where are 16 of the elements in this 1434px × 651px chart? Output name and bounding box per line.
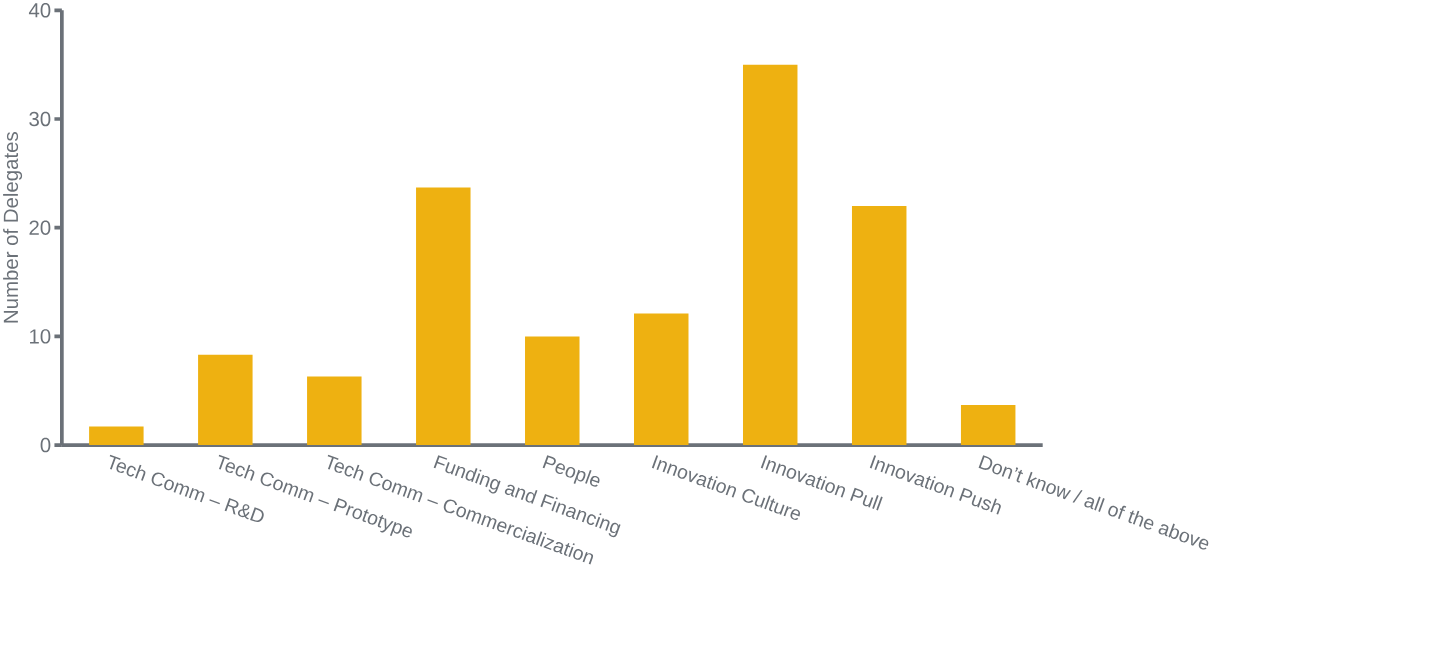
bar [525, 336, 580, 446]
y-axis-title: Number of Delegates [3, 132, 23, 323]
y-tick-label: 10 [30, 329, 51, 344]
bar [198, 355, 253, 446]
bar [742, 64, 798, 446]
bar [89, 426, 144, 446]
y-tick-label: 40 [28, 3, 51, 18]
bar [960, 405, 1016, 446]
bar [851, 206, 907, 446]
y-tick-label: 20 [29, 220, 51, 236]
y-tick-label: 30 [29, 112, 51, 127]
x-tick-label: People [542, 455, 600, 487]
y-tick-label: 0 [40, 438, 51, 453]
bar [634, 313, 689, 446]
bar [307, 376, 362, 446]
bar [416, 187, 471, 446]
